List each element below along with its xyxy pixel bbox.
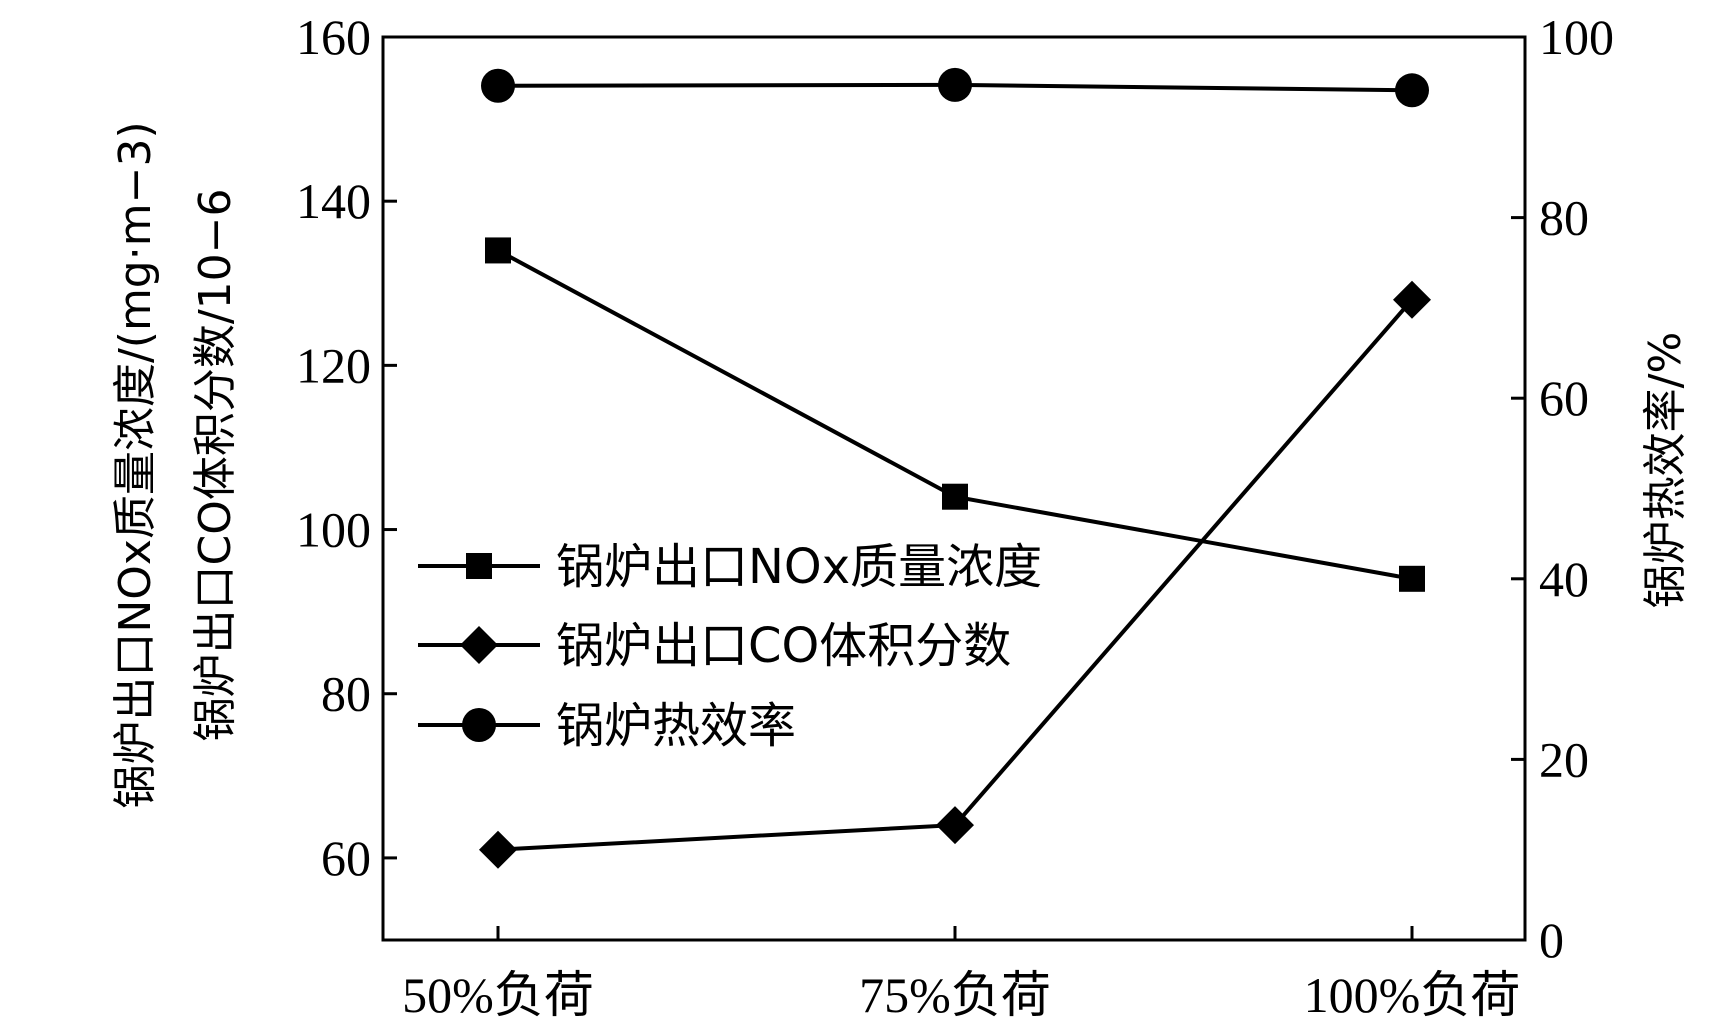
right-tick-label: 80 <box>1539 190 1589 246</box>
left-y-axis-title-line2: 锅炉出口CO体积分数/10−6 <box>190 188 241 741</box>
left-y-axis-title-line1: 锅炉出口NOx质量浓度/(mg·m−3) <box>110 121 161 808</box>
x-tick-label: 100%负荷 <box>1304 967 1521 1023</box>
data-point-circle <box>938 67 972 102</box>
legend-marker-square <box>466 553 492 579</box>
series-line <box>497 248 1413 581</box>
left-tick-label: 160 <box>296 9 371 65</box>
data-point-diamond <box>936 806 974 845</box>
legend-item: 锅炉出口CO体积分数 <box>418 618 1011 674</box>
left-y-ticks: 60 80 100 120 140 160 <box>296 9 397 886</box>
legend-marker-diamond <box>460 626 498 664</box>
right-tick-label: 40 <box>1539 551 1589 607</box>
series-diamond <box>479 280 1431 869</box>
right-tick-label: 0 <box>1539 912 1564 968</box>
left-y-axis-title: 锅炉出口NOx质量浓度/(mg·m−3) 锅炉出口CO体积分数/10−6 <box>110 121 241 808</box>
legend-item: 锅炉出口NOx质量浓度 <box>418 539 1042 595</box>
data-point-diamond <box>479 830 517 869</box>
legend-item: 锅炉热效率 <box>418 698 796 754</box>
right-tick-label: 20 <box>1539 731 1589 787</box>
data-point-circle <box>1395 73 1429 108</box>
series-layer <box>479 67 1431 869</box>
legend-label: 锅炉出口NOx质量浓度 <box>556 539 1042 595</box>
right-tick-label: 60 <box>1539 370 1589 426</box>
x-tick-label: 50%负荷 <box>402 967 594 1023</box>
series-circle <box>481 67 1429 108</box>
x-tick-label: 75%负荷 <box>859 967 1051 1023</box>
data-point-square <box>1399 565 1425 592</box>
left-tick-label: 120 <box>296 337 371 393</box>
right-y-ticks: 0 20 40 60 80 100 <box>1511 9 1614 968</box>
left-tick-label: 140 <box>296 173 371 229</box>
data-point-square <box>485 237 511 264</box>
legend-label: 锅炉热效率 <box>556 698 796 754</box>
data-point-square <box>942 483 968 510</box>
right-y-axis-title: 锅炉热效率/% <box>1640 332 1691 609</box>
data-point-diamond <box>1393 280 1431 319</box>
x-ticks: 50%负荷 75%负荷 100%负荷 <box>402 926 1520 1023</box>
right-tick-label: 100 <box>1539 9 1614 65</box>
left-tick-label: 60 <box>321 830 371 886</box>
legend-label: 锅炉出口CO体积分数 <box>556 618 1011 674</box>
left-tick-label: 80 <box>321 666 371 722</box>
legend-marker-circle <box>462 708 496 742</box>
series-square <box>485 237 1425 592</box>
data-point-circle <box>481 68 515 103</box>
left-tick-label: 100 <box>296 502 371 558</box>
